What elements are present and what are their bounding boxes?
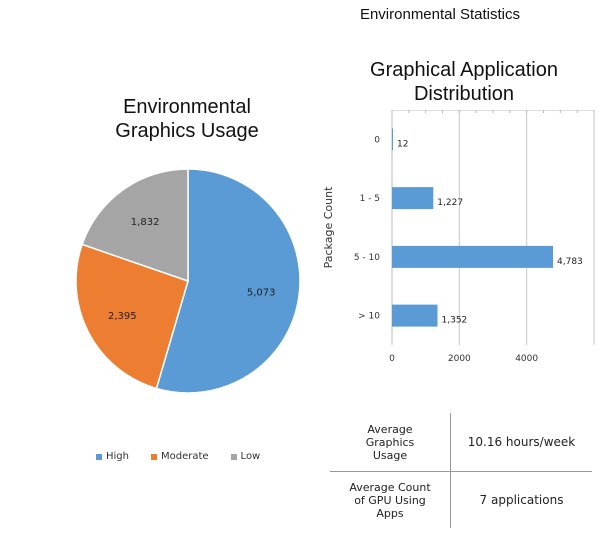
stats-label-line: Average Count xyxy=(349,480,431,494)
pie-chart: 5,073 2,395 1,832 xyxy=(75,168,301,394)
bar-data-label: 1,227 xyxy=(437,198,463,208)
bar-chart: 0 2000 4000 0 12 1 - 5 1,227 5 - 10 4,783 > 10 1,3… xyxy=(322,110,595,364)
legend-label: Low xyxy=(240,451,261,462)
legend-label: High xyxy=(106,451,129,462)
pie-data-label: 1,832 xyxy=(131,217,160,228)
x-tick-label: 4000 xyxy=(515,354,538,364)
legend-item-low: Low xyxy=(230,451,261,462)
bar-1 xyxy=(392,187,434,210)
stats-value-usage: 10.16 hours/week xyxy=(450,413,592,472)
pie-data-label: 5,073 xyxy=(247,288,276,299)
pie-slice-moderate xyxy=(75,243,189,390)
stats-label-line: of GPU Using xyxy=(354,493,426,507)
y-tick-label: 5 - 10 xyxy=(354,253,380,263)
y-tick-label: > 10 xyxy=(358,312,380,322)
stats-label-line: Graphics xyxy=(365,435,415,449)
y-tick-label: 1 - 5 xyxy=(360,194,380,204)
bar-data-label: 12 xyxy=(397,139,408,149)
stats-label-line: Average xyxy=(367,422,413,436)
legend-swatch xyxy=(150,453,157,460)
stats-row-gpu-apps: Average Count of GPU Using Apps 7 applic… xyxy=(330,471,592,528)
pie-data-label: 2,395 xyxy=(108,311,137,322)
pie-chart-title: Environmental Graphics Usage xyxy=(115,96,259,142)
x-tick-label: 2000 xyxy=(448,354,471,364)
y-tick-label: 0 xyxy=(374,135,380,145)
bar-data-label: 1,352 xyxy=(442,316,468,326)
legend-label: Moderate xyxy=(160,451,209,462)
legend-swatch xyxy=(230,453,237,460)
pie-slice-high xyxy=(155,168,301,394)
legend-swatch xyxy=(96,453,102,460)
bar-3 xyxy=(392,304,438,327)
x-tick-label: 0 xyxy=(389,354,395,364)
stats-label-line: Usage xyxy=(372,448,408,462)
legend-item-high: High xyxy=(96,451,129,462)
page-title: Environmental Statistics xyxy=(359,6,521,23)
stats-label-gpu-apps: Average Count of GPU Using Apps xyxy=(330,471,451,528)
stats-label-line: Apps xyxy=(376,506,404,520)
legend-item-moderate: Moderate xyxy=(150,451,209,462)
stats-row-usage: Average Graphics Usage 10.16 hours/week xyxy=(330,413,592,472)
stats-table: Average Graphics Usage 10.16 hours/week … xyxy=(330,413,592,528)
stats-label-usage: Average Graphics Usage xyxy=(330,413,451,472)
stats-value-gpu-apps: 7 applications xyxy=(479,493,564,507)
y-axis-title: Package Count xyxy=(322,186,335,268)
bar-chart-title: Graphical Application Distribution xyxy=(370,59,558,105)
bar-0 xyxy=(392,128,393,151)
pie-legend: High Moderate Low xyxy=(96,451,260,462)
pie-slice-low xyxy=(81,168,189,283)
bar-2 xyxy=(392,245,554,268)
bar-data-label: 4,783 xyxy=(557,257,583,267)
